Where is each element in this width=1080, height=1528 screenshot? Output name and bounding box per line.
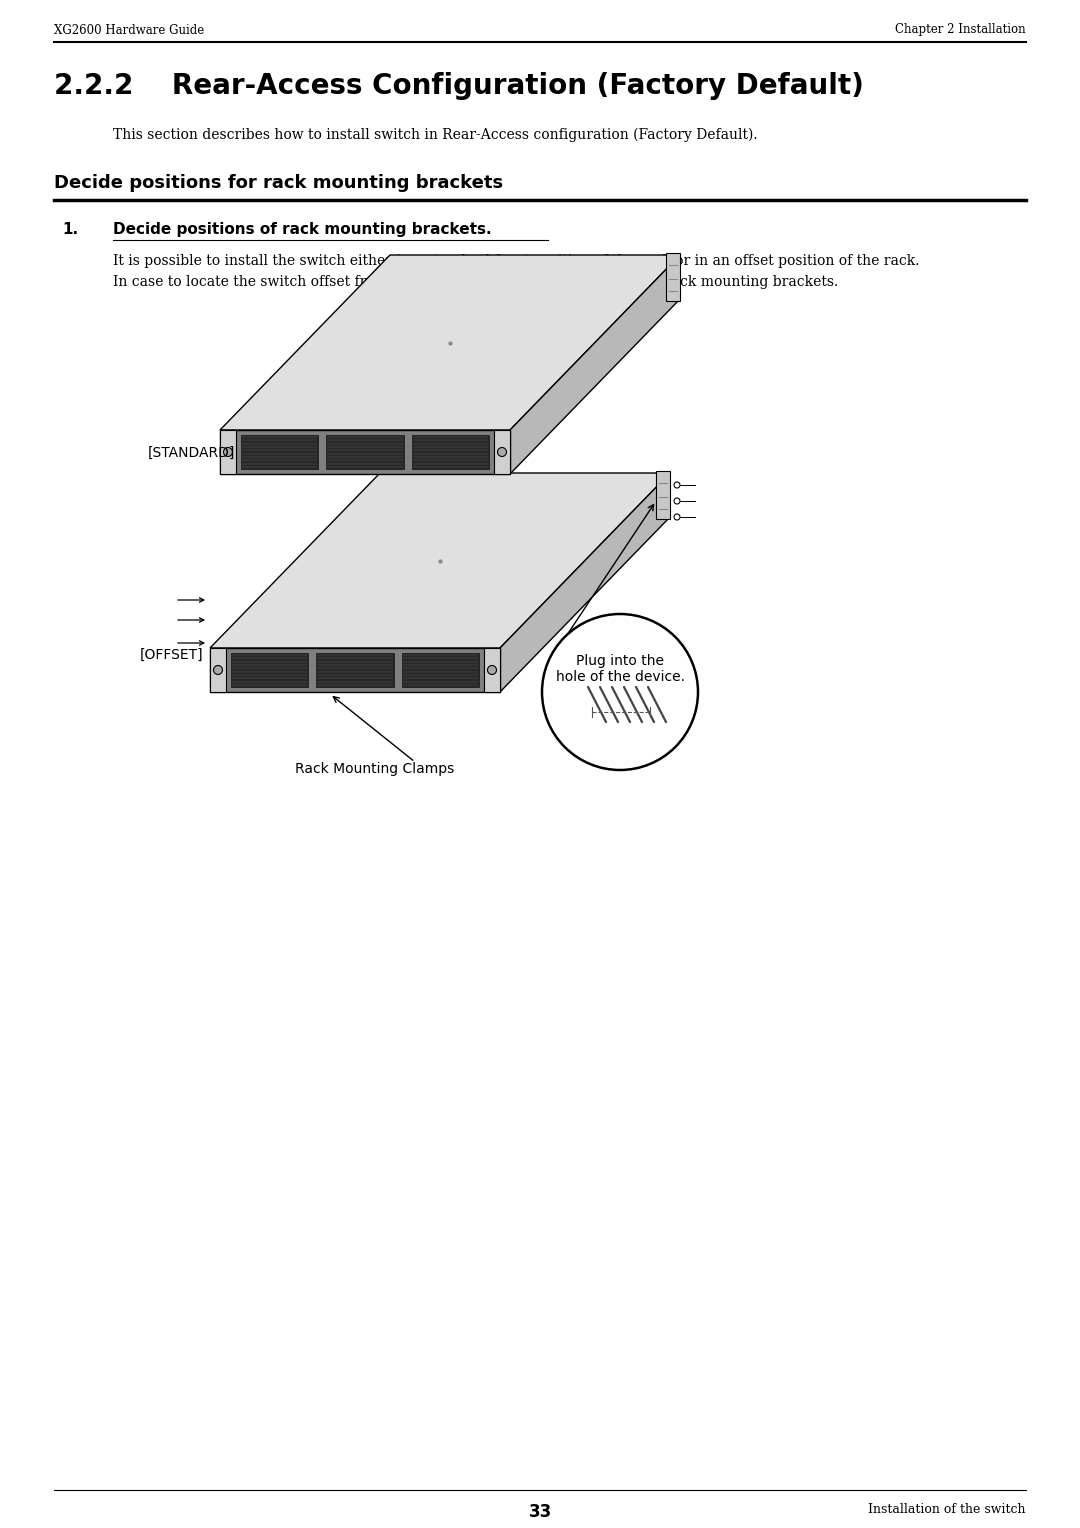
- Bar: [326, 435, 404, 469]
- Text: 1.: 1.: [62, 222, 78, 237]
- Polygon shape: [220, 429, 237, 474]
- Text: Plug into the: Plug into the: [576, 654, 664, 668]
- Bar: [402, 652, 480, 688]
- Polygon shape: [500, 474, 670, 692]
- Text: 2.2.2    Rear-Access Configuration (Factory Default): 2.2.2 Rear-Access Configuration (Factory…: [54, 72, 864, 99]
- Text: Decide positions of rack mounting brackets.: Decide positions of rack mounting bracke…: [113, 222, 491, 237]
- Polygon shape: [484, 648, 500, 692]
- Polygon shape: [210, 648, 226, 692]
- Text: hole of the device.: hole of the device.: [555, 669, 685, 685]
- Circle shape: [214, 666, 222, 674]
- Bar: [411, 435, 489, 469]
- Circle shape: [674, 481, 680, 487]
- Text: Decide positions for rack mounting brackets: Decide positions for rack mounting brack…: [54, 174, 503, 193]
- Bar: [316, 652, 394, 688]
- Text: In case to locate the switch offset from the front side, change the positions of: In case to locate the switch offset from…: [113, 275, 838, 289]
- Text: 33: 33: [528, 1504, 552, 1520]
- Polygon shape: [210, 648, 500, 692]
- Bar: [241, 435, 319, 469]
- Circle shape: [674, 498, 680, 504]
- Polygon shape: [510, 255, 680, 474]
- Text: Chapter 2 Installation: Chapter 2 Installation: [895, 23, 1026, 37]
- Polygon shape: [494, 429, 510, 474]
- Text: XG2600 Hardware Guide: XG2600 Hardware Guide: [54, 23, 204, 37]
- Polygon shape: [656, 471, 670, 520]
- Text: Installation of the switch: Installation of the switch: [868, 1504, 1026, 1516]
- Circle shape: [498, 448, 507, 457]
- Text: It is possible to install the switch either in a standard front position of the : It is possible to install the switch eit…: [113, 254, 919, 267]
- Circle shape: [674, 513, 680, 520]
- Circle shape: [487, 666, 497, 674]
- Text: Rack Mounting Clamps: Rack Mounting Clamps: [295, 762, 455, 776]
- Polygon shape: [220, 255, 680, 429]
- Polygon shape: [666, 254, 680, 301]
- Circle shape: [224, 448, 232, 457]
- Text: [STANDARD]: [STANDARD]: [148, 446, 235, 460]
- Text: [OFFSET]: [OFFSET]: [140, 648, 204, 662]
- Polygon shape: [220, 429, 510, 474]
- Polygon shape: [210, 474, 670, 648]
- Bar: [231, 652, 308, 688]
- Circle shape: [542, 614, 698, 770]
- Text: This section describes how to install switch in Rear-Access configuration (Facto: This section describes how to install sw…: [113, 128, 758, 142]
